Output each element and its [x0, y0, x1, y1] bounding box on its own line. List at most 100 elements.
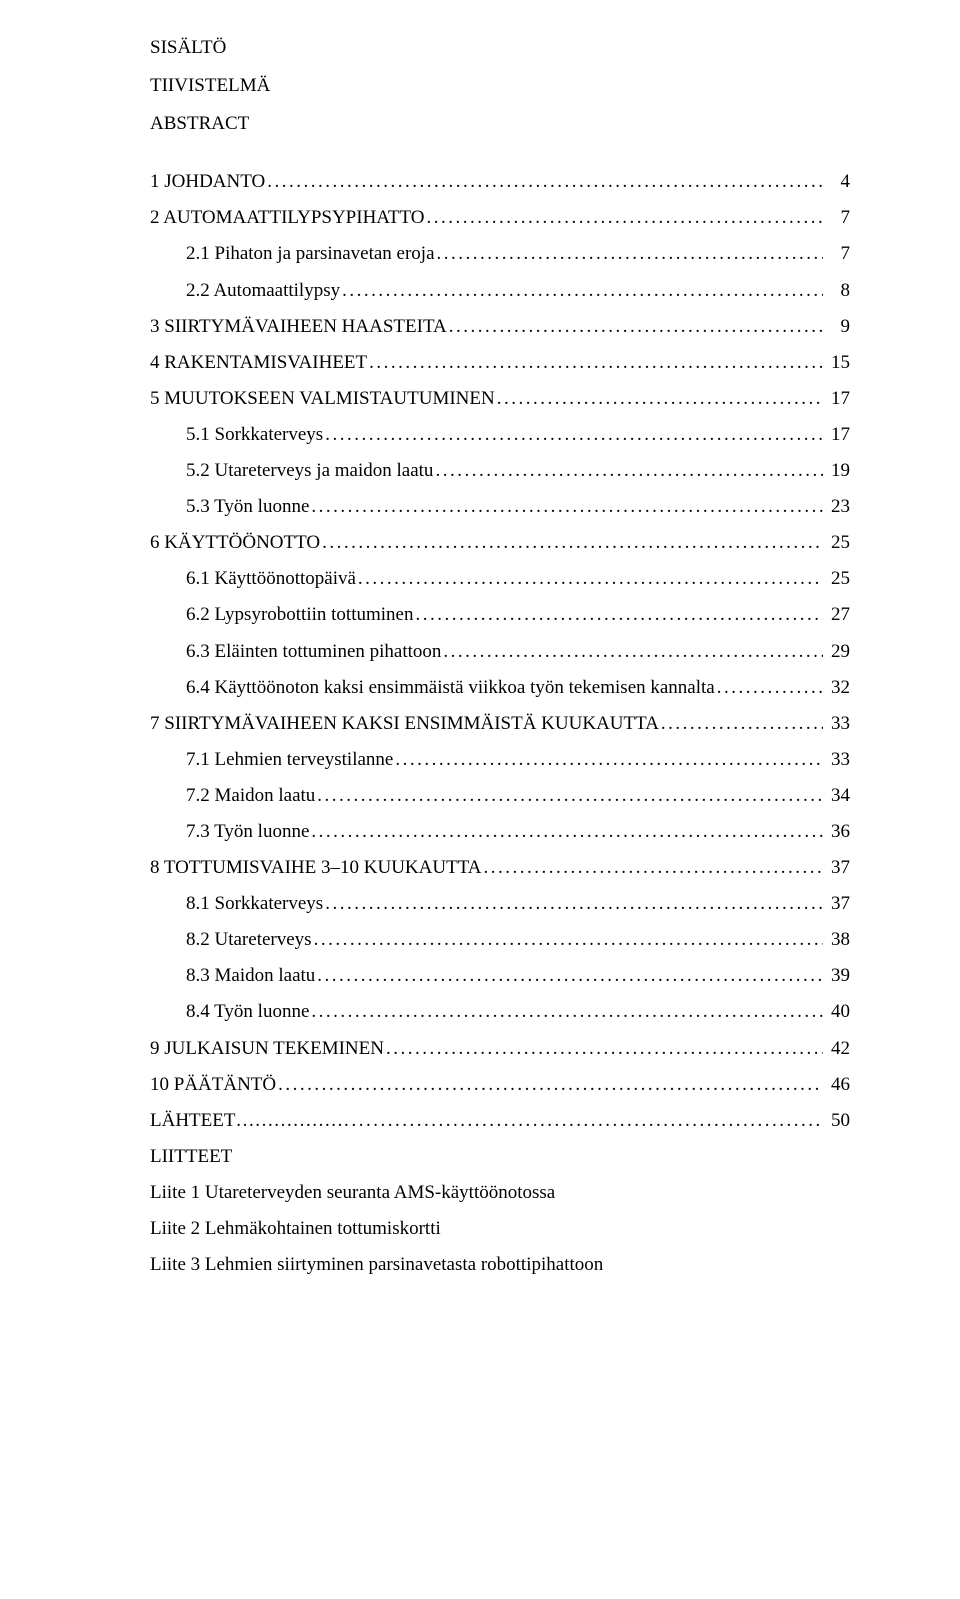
toc-leader-dots: [497, 381, 823, 417]
toc-leader-dots: [278, 1067, 823, 1103]
toc-row: 5 MUUTOKSEEN VALMISTAUTUMINEN 17: [150, 381, 850, 417]
toc-row: 7.2 Maidon laatu 34: [150, 778, 850, 814]
table-of-contents: 1 JOHDANTO42 AUTOMAATTILYPSYPIHATTO72.1 …: [150, 164, 850, 1139]
toc-leader-dots: [449, 309, 823, 345]
toc-label: 3 SIIRTYMÄVAIHEEN HAASTEITA: [150, 309, 447, 345]
toc-page-number: 34: [826, 778, 850, 814]
appendix-item-1: Liite 1 Utareterveyden seuranta AMS-käyt…: [150, 1175, 850, 1211]
toc-row: 8.1 Sorkkaterveys37: [150, 886, 850, 922]
toc-leader-dots: [427, 200, 824, 236]
appendix-item-3: Liite 3 Lehmien siirtyminen parsinavetas…: [150, 1247, 850, 1283]
toc-page-number: 7: [826, 200, 850, 236]
toc-leader-dots: [358, 561, 823, 597]
toc-row: 6.2 Lypsyrobottiin tottuminen27: [150, 597, 850, 633]
toc-leader-dots: [325, 417, 823, 453]
toc-leader-dots: [351, 1103, 823, 1139]
toc-label: 6.4 Käyttöönoton kaksi ensimmäistä viikk…: [186, 670, 715, 706]
toc-row: 1 JOHDANTO 4: [150, 164, 850, 200]
toc-page-number: 37: [826, 886, 850, 922]
toc-leader-dots: [661, 706, 823, 742]
toc-page-number: 37: [826, 850, 850, 886]
toc-page-number: 19: [826, 453, 850, 489]
toc-row: 4 RAKENTAMISVAIHEET15: [150, 345, 850, 381]
toc-row: 6.4 Käyttöönoton kaksi ensimmäistä viikk…: [150, 670, 850, 706]
toc-leader-dots: [717, 670, 823, 706]
appendix-item-2: Liite 2 Lehmäkohtainen tottumiskortti: [150, 1211, 850, 1247]
toc-leader-dots: [322, 525, 823, 561]
toc-page-number: 27: [826, 597, 850, 633]
toc-leader-dots: [311, 994, 823, 1030]
toc-row: 6.3 Eläinten tottuminen pihattoon29: [150, 634, 850, 670]
toc-label: 4 RAKENTAMISVAIHEET: [150, 345, 367, 381]
toc-label: 8.4 Työn luonne: [186, 994, 309, 1030]
toc-label: 7 SIIRTYMÄVAIHEEN KAKSI ENSIMMÄISTÄ KUUK…: [150, 706, 659, 742]
toc-label: 8.3 Maidon laatu: [186, 958, 315, 994]
toc-row: 5.3 Työn luonne 23: [150, 489, 850, 525]
toc-row: 3 SIIRTYMÄVAIHEEN HAASTEITA 9: [150, 309, 850, 345]
toc-page-number: 39: [826, 958, 850, 994]
toc-leader-dots: [437, 236, 823, 272]
toc-label: 5.1 Sorkkaterveys: [186, 417, 323, 453]
toc-leader-dots: [443, 634, 823, 670]
toc-label: 6.1 Käyttöönottopäivä: [186, 561, 356, 597]
toc-row: 7.3 Työn luonne 36: [150, 814, 850, 850]
toc-leader-dots: [386, 1031, 823, 1067]
toc-page-number: 25: [826, 525, 850, 561]
toc-leader-dots: [311, 814, 823, 850]
toc-row: 7 SIIRTYMÄVAIHEEN KAKSI ENSIMMÄISTÄ KUUK…: [150, 706, 850, 742]
toc-page-number: 36: [826, 814, 850, 850]
toc-label: 6 KÄYTTÖÖNOTTO: [150, 525, 320, 561]
toc-leader-dots: [415, 597, 823, 633]
toc-label: 2.2 Automaattilypsy: [186, 273, 340, 309]
toc-page-number: 32: [826, 670, 850, 706]
toc-page-number: 33: [826, 706, 850, 742]
toc-leader-dots: [369, 345, 823, 381]
toc-leader-dots: [342, 273, 823, 309]
toc-row: 7.1 Lehmien terveystilanne 33: [150, 742, 850, 778]
toc-label: 2.1 Pihaton ja parsinavetan eroja: [186, 236, 435, 272]
toc-label: 8 TOTTUMISVAIHE 3–10 KUUKAUTTA: [150, 850, 482, 886]
toc-label: 10 PÄÄTÄNTÖ: [150, 1067, 276, 1103]
toc-page-number: 23: [826, 489, 850, 525]
toc-page-number: 17: [826, 417, 850, 453]
toc-label: 7.3 Työn luonne: [186, 814, 309, 850]
toc-page-number: 4: [826, 164, 850, 200]
toc-page-number: 33: [826, 742, 850, 778]
toc-leader-dots: [484, 850, 824, 886]
toc-page-number: 17: [826, 381, 850, 417]
pre-line-abstract: ABSTRACT: [150, 106, 850, 142]
toc-row: 6.1 Käyttöönottopäivä 25: [150, 561, 850, 597]
toc-page-number: 9: [826, 309, 850, 345]
toc-page-number: 29: [826, 634, 850, 670]
toc-row: 6 KÄYTTÖÖNOTTO 25: [150, 525, 850, 561]
toc-leader-dots: [435, 453, 823, 489]
toc-row: 5.1 Sorkkaterveys 17: [150, 417, 850, 453]
toc-label: 5 MUUTOKSEEN VALMISTAUTUMINEN: [150, 381, 495, 417]
toc-row: 2.1 Pihaton ja parsinavetan eroja 7: [150, 236, 850, 272]
toc-label: 9 JULKAISUN TEKEMINEN: [150, 1031, 384, 1067]
pre-line-tiivistelma: TIIVISTELMÄ: [150, 68, 850, 104]
toc-leader-dots: [317, 958, 823, 994]
toc-label: 1 JOHDANTO: [150, 164, 265, 200]
toc-row: 8.4 Työn luonne40: [150, 994, 850, 1030]
toc-page-number: 25: [826, 561, 850, 597]
toc-row: 10 PÄÄTÄNTÖ 46: [150, 1067, 850, 1103]
toc-row: LÄHTEET………………50: [150, 1103, 850, 1139]
toc-row: 8 TOTTUMISVAIHE 3–10 KUUKAUTTA 37: [150, 850, 850, 886]
toc-leader-dots: [395, 742, 823, 778]
toc-page-number: 8: [826, 273, 850, 309]
toc-label: 2 AUTOMAATTILYPSYPIHATTO: [150, 200, 425, 236]
pre-heading-block: SISÄLTÖ TIIVISTELMÄ ABSTRACT: [150, 30, 850, 142]
toc-label: 7.2 Maidon laatu: [186, 778, 315, 814]
toc-row: 5.2 Utareterveys ja maidon laatu19: [150, 453, 850, 489]
toc-page-number: 46: [826, 1067, 850, 1103]
toc-label: 5.3 Työn luonne: [186, 489, 309, 525]
toc-label: 7.1 Lehmien terveystilanne: [186, 742, 393, 778]
toc-row: 8.2 Utareterveys38: [150, 922, 850, 958]
toc-leader-dots: [317, 778, 823, 814]
toc-leader-dots: [314, 922, 823, 958]
toc-label: 8.2 Utareterveys: [186, 922, 312, 958]
toc-page-number: 7: [826, 236, 850, 272]
toc-page-number: 50: [826, 1103, 850, 1139]
appendix-block: LIITTEET Liite 1 Utareterveyden seuranta…: [150, 1139, 850, 1283]
